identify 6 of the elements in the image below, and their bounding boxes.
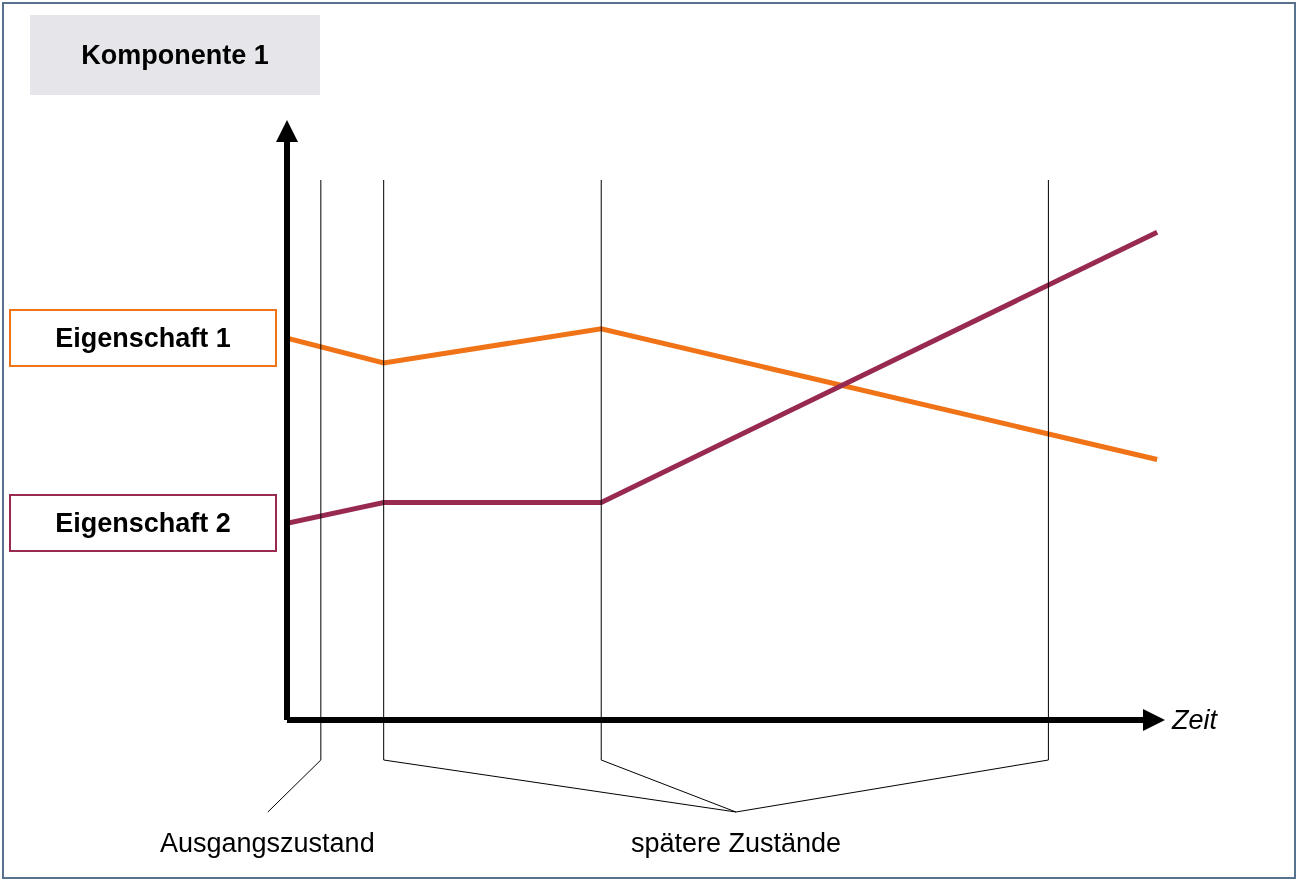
chart-title: Komponente 1: [30, 15, 320, 95]
text: Ausgangszustand: [160, 828, 375, 858]
text: Eigenschaft 1: [55, 323, 231, 353]
text: spätere Zustände: [631, 828, 842, 858]
x-axis-title: Zeit: [1171, 705, 1219, 735]
text: Eigenschaft 2: [55, 508, 231, 538]
